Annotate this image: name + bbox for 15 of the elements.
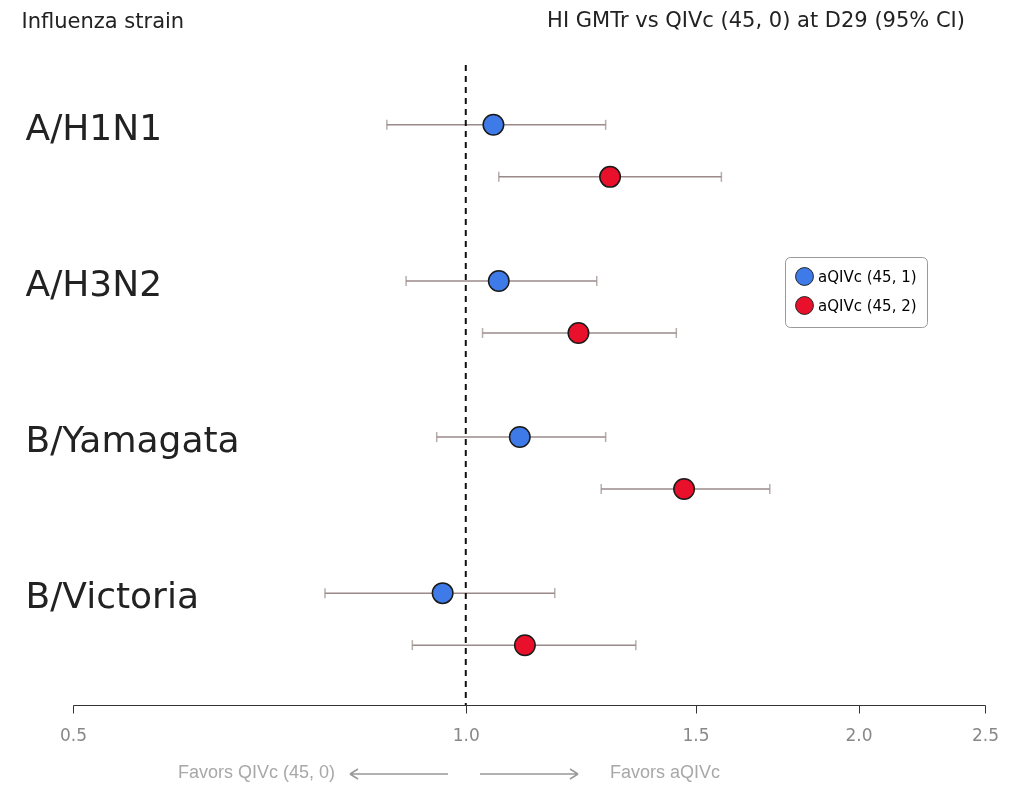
chart-title: HI GMTr vs QIVc (45, 0) at D29 (95% CI) (547, 8, 965, 32)
y-axis-title: Influenza strain (21, 8, 185, 33)
text: Favors aQIVc (610, 762, 721, 783)
x-tick-label: 1.0 (452, 724, 480, 745)
y-tick-label: A/H3N2 (25, 262, 163, 304)
text: Favors QIVc (45, 0) (177, 762, 335, 783)
y-tick-label: B/Victoria (25, 575, 199, 617)
x-tick-label: 2.0 (845, 724, 873, 745)
x-tick-label: 1.5 (682, 724, 710, 745)
legend-label: aQIVc (45, 1) (818, 267, 917, 286)
x-tick-label: 2.5 (971, 724, 1000, 745)
x-tick-label: 0.5 (59, 724, 88, 745)
legend-label: aQIVc (45, 2) (818, 296, 917, 315)
y-tick-label: A/H1N1 (25, 106, 163, 148)
y-tick-label: B/Yamagata (25, 419, 240, 461)
